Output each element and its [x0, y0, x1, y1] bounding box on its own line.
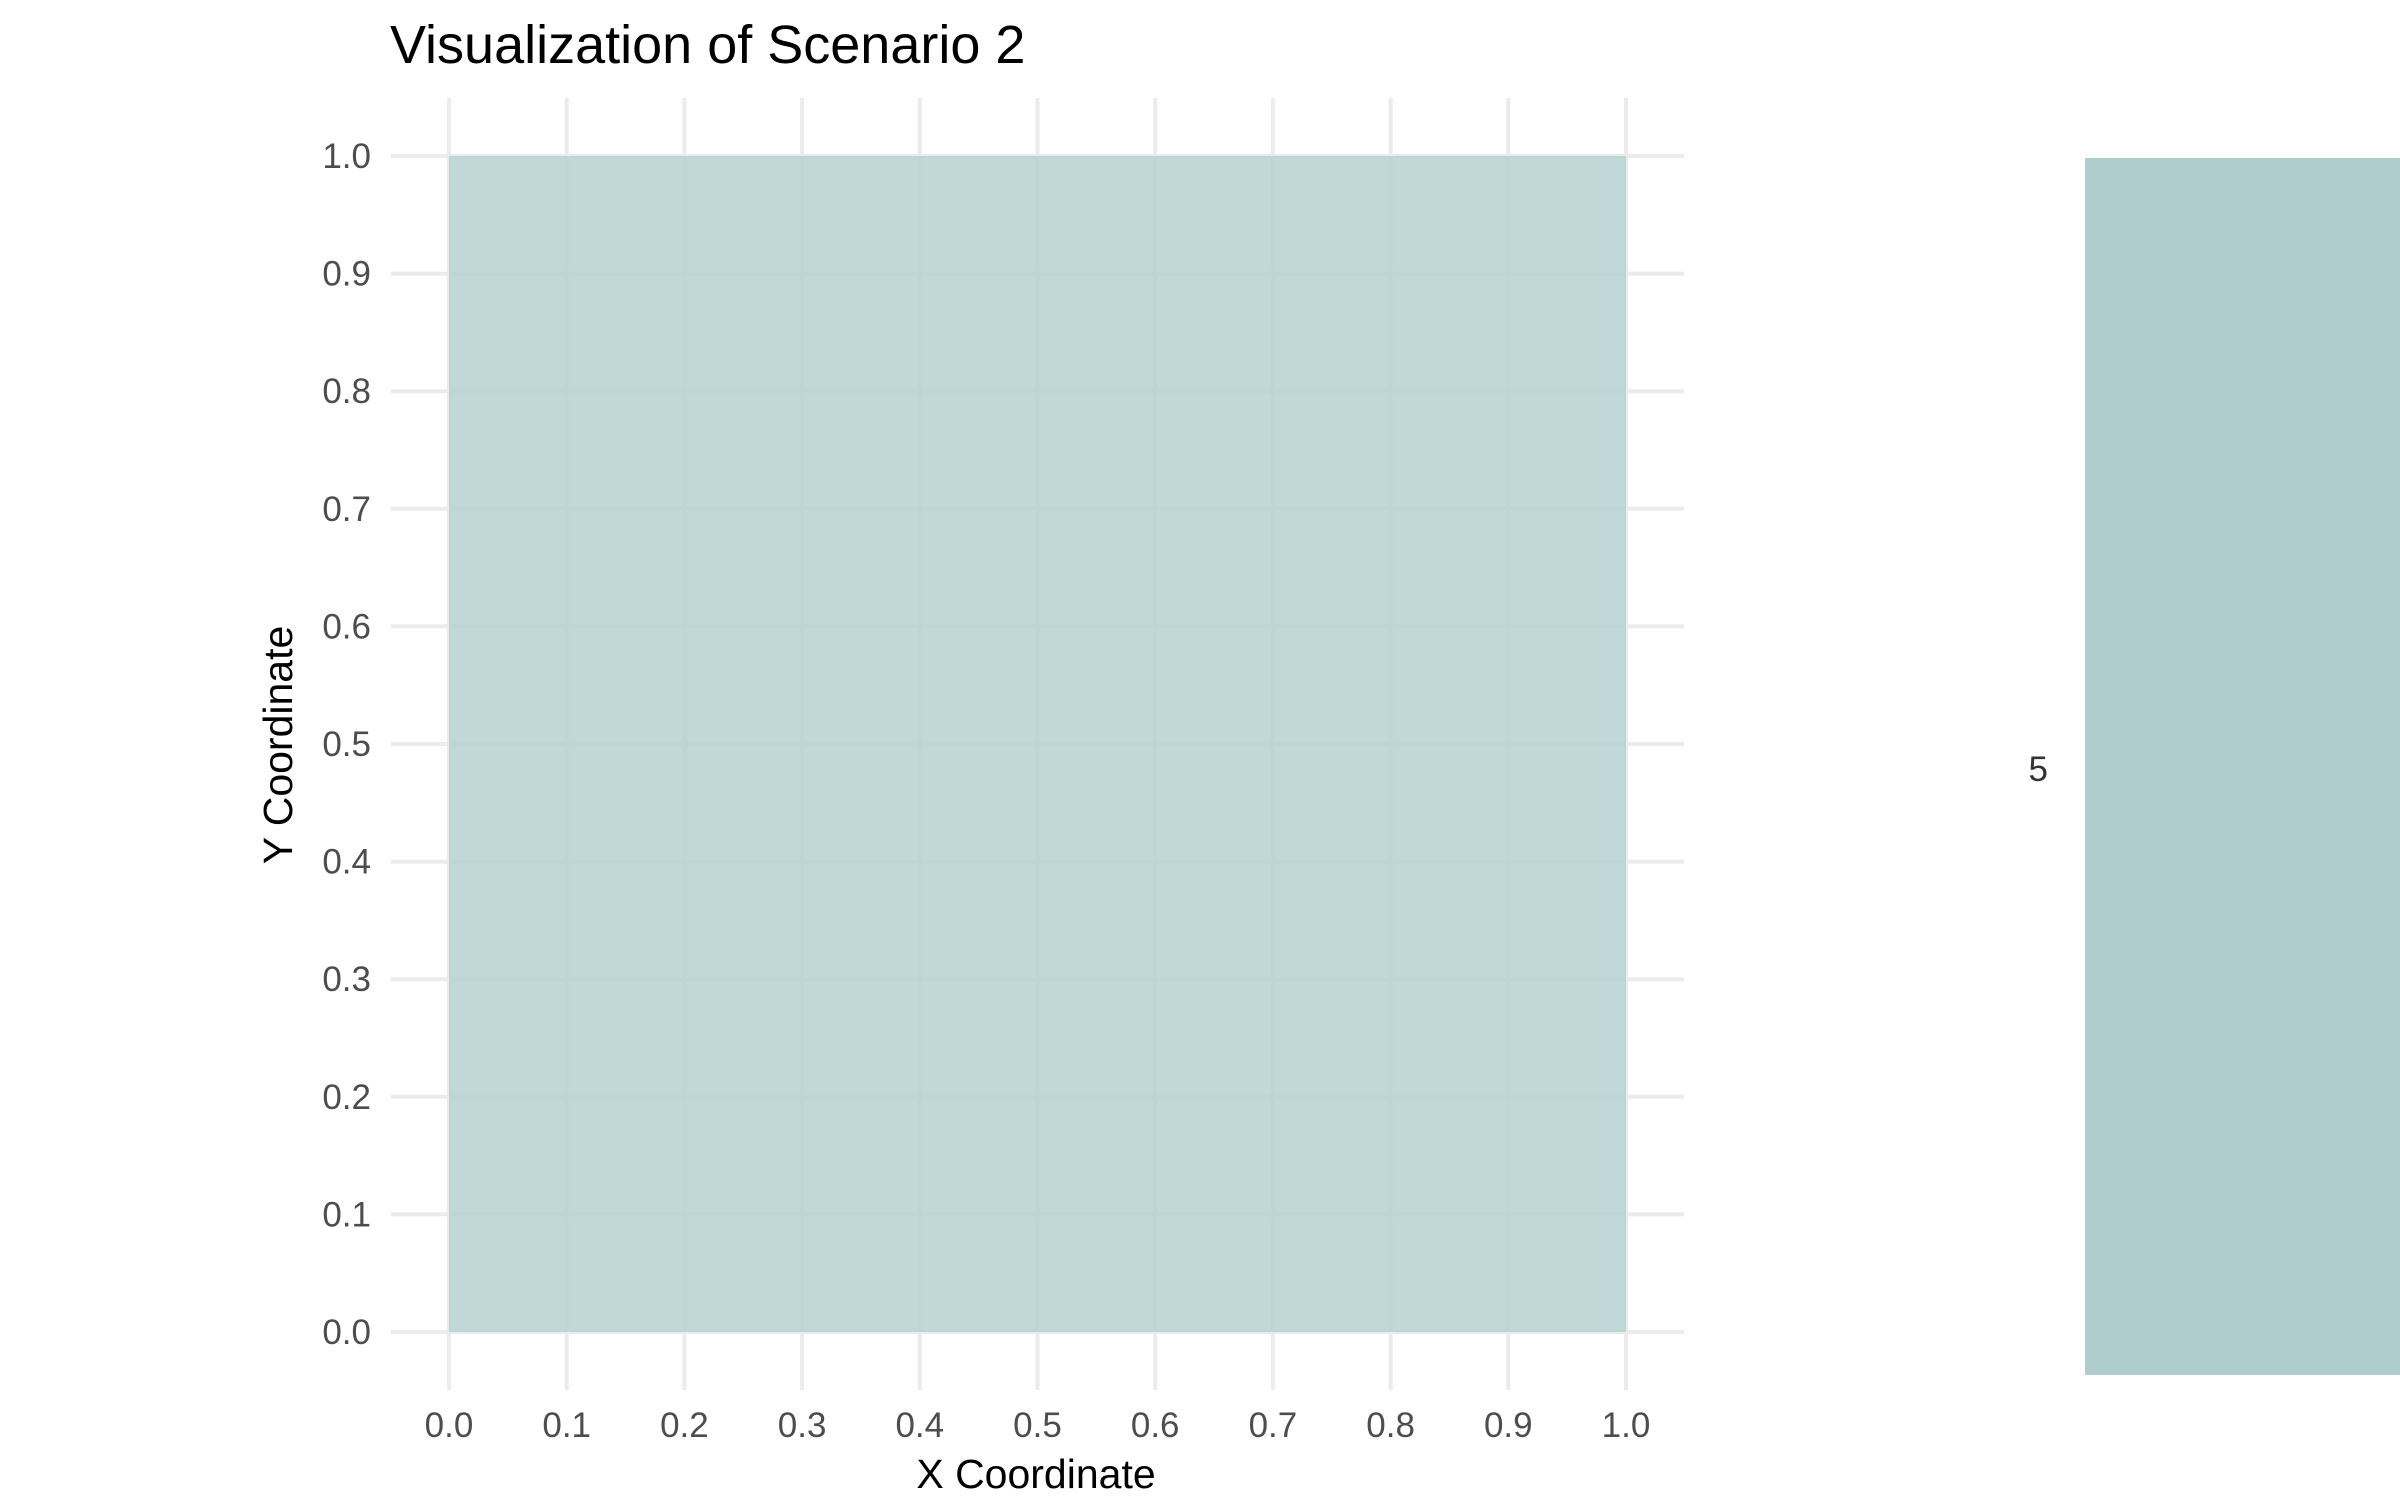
x-axis-ticks: 0.0 0.1 0.2 0.3 0.4 0.5 0.6 0.7 0.8 0.9 1.0	[425, 1406, 1651, 1445]
y-axis-title: Y Coordinate	[255, 626, 301, 865]
y-tick-label: 0.6	[322, 607, 371, 646]
y-axis-ticks: 0.0 0.1 0.2 0.3 0.4 0.5 0.6 0.7 0.8 0.9 1.0	[322, 137, 371, 1352]
chart-title: Visualization of Scenario 2	[390, 15, 1025, 75]
y-tick-label: 1.0	[322, 137, 371, 176]
x-tick-label: 1.0	[1602, 1406, 1651, 1445]
x-tick-label: 0.6	[1131, 1406, 1180, 1445]
y-tick-label: 0.7	[322, 490, 371, 529]
legend-key	[2085, 158, 2400, 1375]
x-tick-label: 0.5	[1013, 1406, 1062, 1445]
x-axis-title: X Coordinate	[916, 1451, 1155, 1497]
x-tick-label: 0.2	[660, 1406, 709, 1445]
heatmap-tile	[449, 156, 1626, 1332]
x-tick-label: 0.3	[778, 1406, 827, 1445]
x-tick-label: 0.7	[1249, 1406, 1298, 1445]
y-tick-label: 0.2	[322, 1078, 371, 1117]
tile-layer	[449, 156, 1626, 1332]
y-tick-label: 0.8	[322, 372, 371, 411]
y-tick-label: 0.4	[322, 843, 371, 882]
x-tick-label: 0.8	[1366, 1406, 1415, 1445]
y-tick-label: 0.3	[322, 960, 371, 999]
legend: 5	[2029, 158, 2400, 1375]
y-tick-label: 0.5	[322, 725, 371, 764]
y-tick-label: 0.9	[322, 255, 371, 294]
legend-label: 5	[2029, 750, 2048, 789]
x-tick-label: 0.9	[1484, 1406, 1533, 1445]
y-tick-label: 0.0	[322, 1313, 371, 1352]
x-tick-label: 0.1	[542, 1406, 591, 1445]
x-tick-label: 0.4	[895, 1406, 944, 1445]
y-tick-label: 0.1	[322, 1195, 371, 1234]
x-tick-label: 0.0	[425, 1406, 474, 1445]
